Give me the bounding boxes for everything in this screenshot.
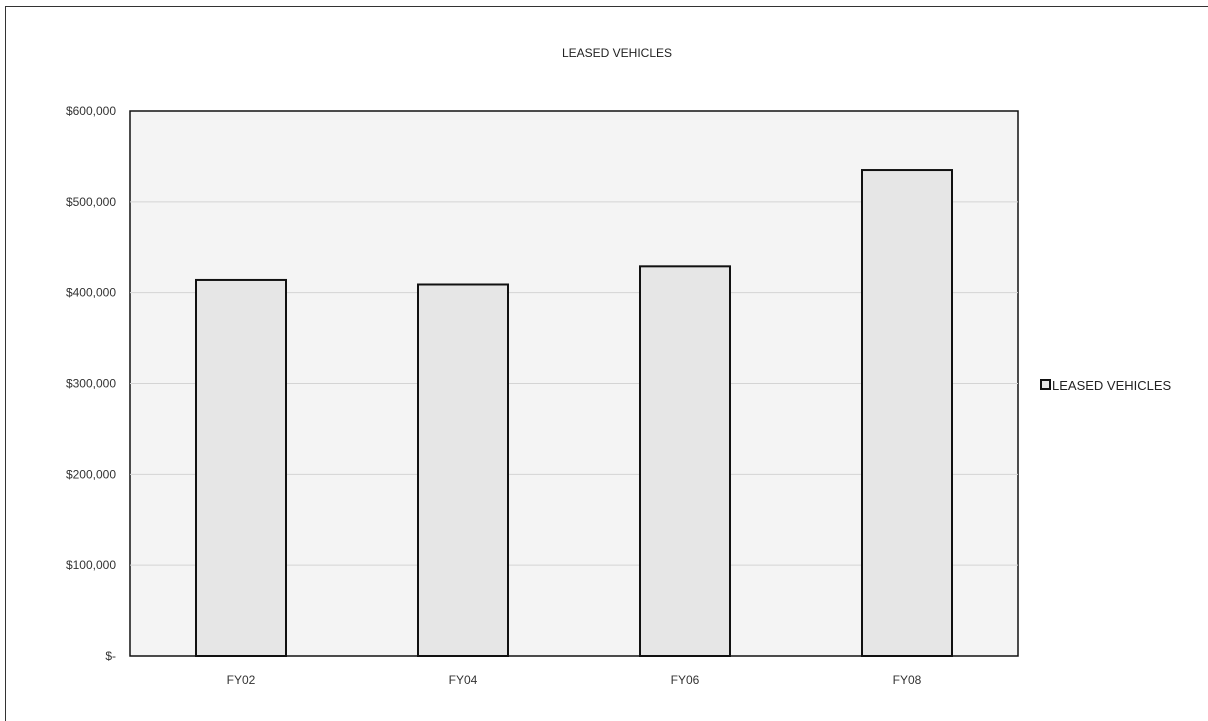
- bar-fy06: [639, 265, 731, 657]
- chart-title: LEASED VEHICLES: [562, 46, 672, 60]
- legend-label: LEASED VEHICLES: [1052, 378, 1172, 393]
- y-tick-label: $200,000: [66, 467, 116, 481]
- bar-fy04: [417, 283, 509, 657]
- y-tick-label: $100,000: [66, 558, 116, 572]
- x-tick-label: FY06: [671, 673, 700, 687]
- y-tick-label: $400,000: [66, 286, 116, 300]
- x-tick-label: FY02: [227, 673, 256, 687]
- bars: [195, 169, 953, 658]
- y-tick-label: $500,000: [66, 195, 116, 209]
- x-tick-label: FY08: [893, 673, 922, 687]
- bar-fy08: [861, 169, 953, 658]
- x-axis-ticks: FY02 FY04 FY06 FY08: [227, 673, 922, 687]
- x-tick-label: FY04: [449, 673, 478, 687]
- chart-frame: [5, 6, 1208, 721]
- y-axis-ticks: $- $100,000 $200,000 $300,000 $400,000 $500,0…: [66, 104, 116, 663]
- y-tick-label: $-: [105, 649, 116, 663]
- bar-fy02: [195, 278, 287, 657]
- y-tick-label: $600,000: [66, 104, 116, 118]
- y-tick-label: $300,000: [66, 377, 116, 391]
- legend: LEASED VEHICLES: [1040, 378, 1172, 393]
- legend-swatch: [1040, 379, 1051, 390]
